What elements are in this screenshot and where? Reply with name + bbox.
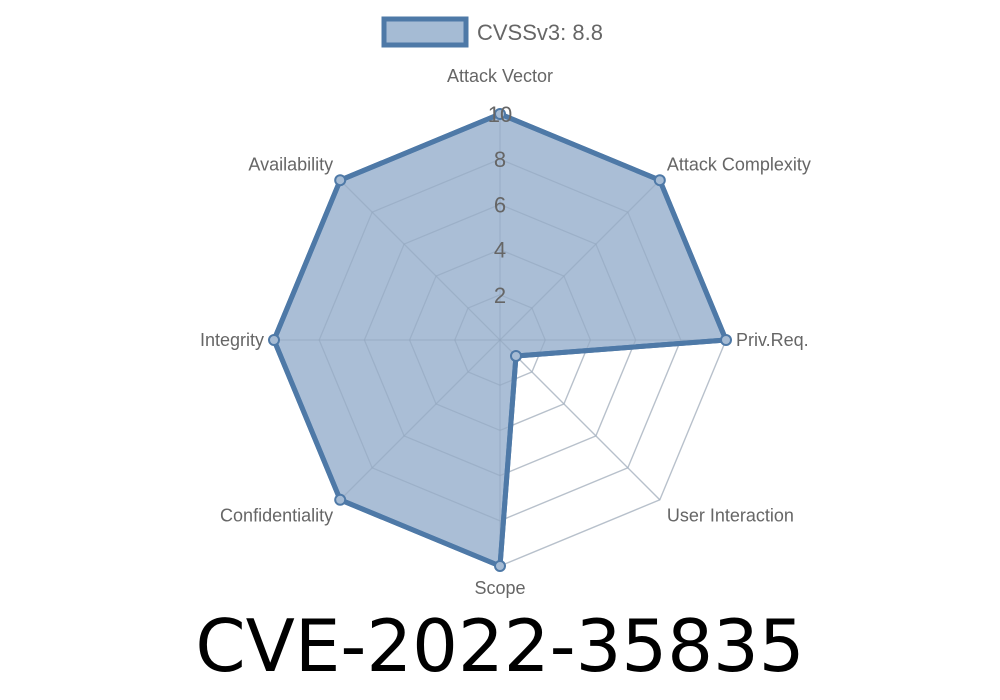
data-point — [720, 334, 732, 346]
grid-spoke-overlay — [339, 179, 501, 341]
data-point — [494, 108, 506, 120]
tick-label: 4 — [494, 238, 506, 263]
tick-label: 2 — [494, 283, 506, 308]
data-point — [334, 174, 347, 187]
grid-spoke-overlay — [499, 339, 661, 501]
axis-label: Attack Vector — [447, 66, 553, 86]
grid-spoke-overlay — [339, 339, 501, 501]
axis-label: User Interaction — [667, 505, 794, 525]
axis-label: Availability — [248, 155, 333, 175]
axis-label: Priv.Req. — [736, 330, 809, 350]
data-point — [509, 349, 522, 362]
grid-spoke-overlay — [499, 179, 661, 341]
data-point — [268, 334, 280, 346]
legend-label: CVSSv3: 8.8 — [477, 20, 603, 45]
data-point — [653, 174, 666, 187]
tick-label: 8 — [494, 147, 506, 172]
tick-label: 10 — [488, 102, 512, 127]
tick-label: 6 — [494, 192, 506, 217]
axis-label: Integrity — [200, 330, 264, 350]
axis-label: Scope — [474, 578, 525, 598]
page-title: CVE-2022-35835 — [195, 604, 805, 688]
axis-label: Attack Complexity — [667, 155, 811, 175]
data-point — [494, 560, 506, 572]
data-point — [334, 493, 347, 506]
legend-swatch — [381, 16, 469, 48]
axis-label: Confidentiality — [220, 505, 333, 525]
